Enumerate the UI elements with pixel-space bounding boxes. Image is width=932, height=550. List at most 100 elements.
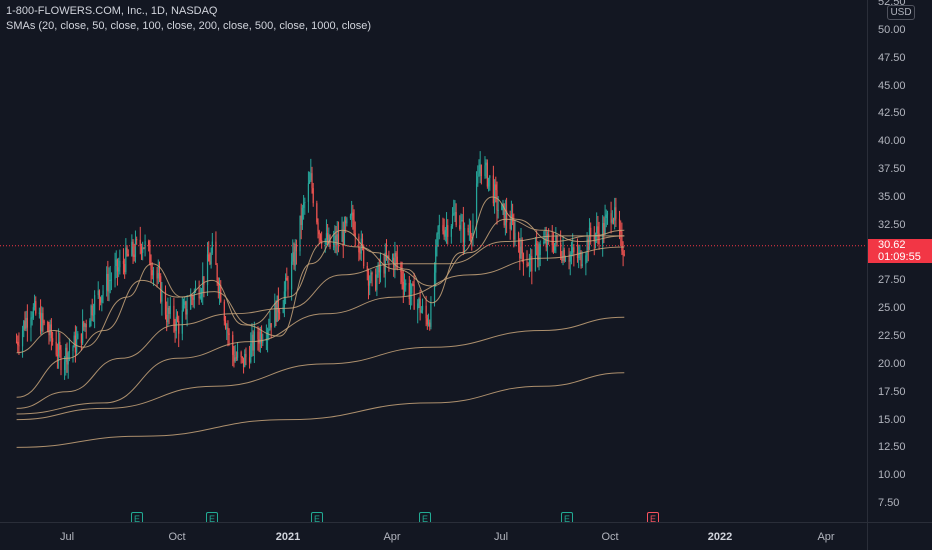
price-tick: 52.50 [878,0,906,8]
candle [444,226,446,242]
candle [603,216,605,243]
candle [148,239,150,252]
candle [520,227,522,260]
candle [17,335,19,353]
candle [426,314,428,330]
time-tick: Jul [59,531,75,543]
sma-500-line[interactable] [16,316,625,421]
candle [403,273,406,296]
candle [471,233,473,251]
sma-20-line[interactable] [16,196,625,354]
earnings-marker[interactable]: E [131,512,143,522]
candle [80,333,83,351]
candle [319,233,322,243]
candle [258,327,260,352]
earnings-marker[interactable]: E [311,512,323,522]
candle [152,266,155,286]
sma-indicator-label[interactable]: SMAs (20, close, 50, close, 100, close, … [6,20,372,32]
time-tick: Apr [383,531,401,543]
candle [604,204,606,235]
candle [131,234,133,257]
sma-200-line[interactable] [16,246,625,415]
candle [43,319,45,326]
price-tick: 32.50 [878,218,906,231]
currency-badge[interactable]: USD [887,5,915,20]
sma-100-line[interactable] [16,235,625,409]
candle [450,223,452,244]
candle [203,276,205,298]
candle [420,306,422,314]
candle [66,342,68,373]
candle [391,253,394,262]
candle [186,295,188,327]
candle [242,357,245,374]
candle [531,249,533,285]
earnings-marker[interactable]: E [206,512,218,522]
candle [175,309,177,339]
candle [270,323,272,339]
time-axis[interactable]: Jul Oct 2021 Apr Jul Oct 2022 Apr [0,522,867,550]
price-tick: 22.50 [878,330,906,343]
candle [570,241,573,265]
candle [435,239,437,287]
candle [587,236,589,262]
candle [409,279,412,310]
candle [91,298,93,322]
candle [405,279,407,292]
candle [546,231,549,261]
candle [299,215,301,256]
time-tick: 2021 [275,531,301,543]
candle [184,296,186,309]
candle [295,239,298,265]
candle [502,199,504,215]
candle [150,254,152,283]
candle [133,243,135,262]
candle [84,323,86,332]
price-tick: 10.00 [878,469,906,482]
candle [367,268,370,300]
candle [563,247,565,263]
candle [555,227,557,254]
candle [576,238,579,263]
candle [455,203,457,228]
candle [578,244,580,269]
symbol-title[interactable]: 1-800-FLOWERS.COM, Inc., 1D, NASDAQ [6,5,218,17]
candle [472,213,474,247]
candle [98,289,101,311]
candle [265,324,267,351]
sma-1000-line[interactable] [16,372,625,448]
axis-corner [867,522,932,550]
candle [97,281,99,300]
candle [32,303,34,320]
candle [74,325,77,363]
candle [166,301,168,332]
candle [139,226,141,255]
price-tick: 42.50 [878,107,906,120]
candle [551,225,553,253]
earnings-marker[interactable]: E [419,512,431,522]
candle [510,200,513,231]
candle [325,219,328,246]
earnings-marker[interactable]: E [561,512,573,522]
candle [312,182,314,207]
candle [21,325,24,358]
price-chart[interactable] [0,0,867,522]
candle [234,344,236,363]
candle [475,171,478,239]
candle [521,237,523,263]
candle [244,349,246,368]
candle [151,262,153,280]
price-tick: 47.50 [878,51,906,64]
candle [345,216,347,233]
earnings-marker-upcoming[interactable]: E [647,512,659,522]
price-tick: 25.00 [878,302,906,315]
candle [236,342,239,361]
candle [266,327,269,353]
candle [182,298,185,312]
chart-pane[interactable]: 1-800-FLOWERS.COM, Inc., 1D, NASDAQ SMAs… [0,0,867,522]
candle [376,265,378,297]
candle [463,222,466,254]
candle [284,273,287,305]
candle [610,201,612,234]
sma-50-line[interactable] [16,218,625,398]
